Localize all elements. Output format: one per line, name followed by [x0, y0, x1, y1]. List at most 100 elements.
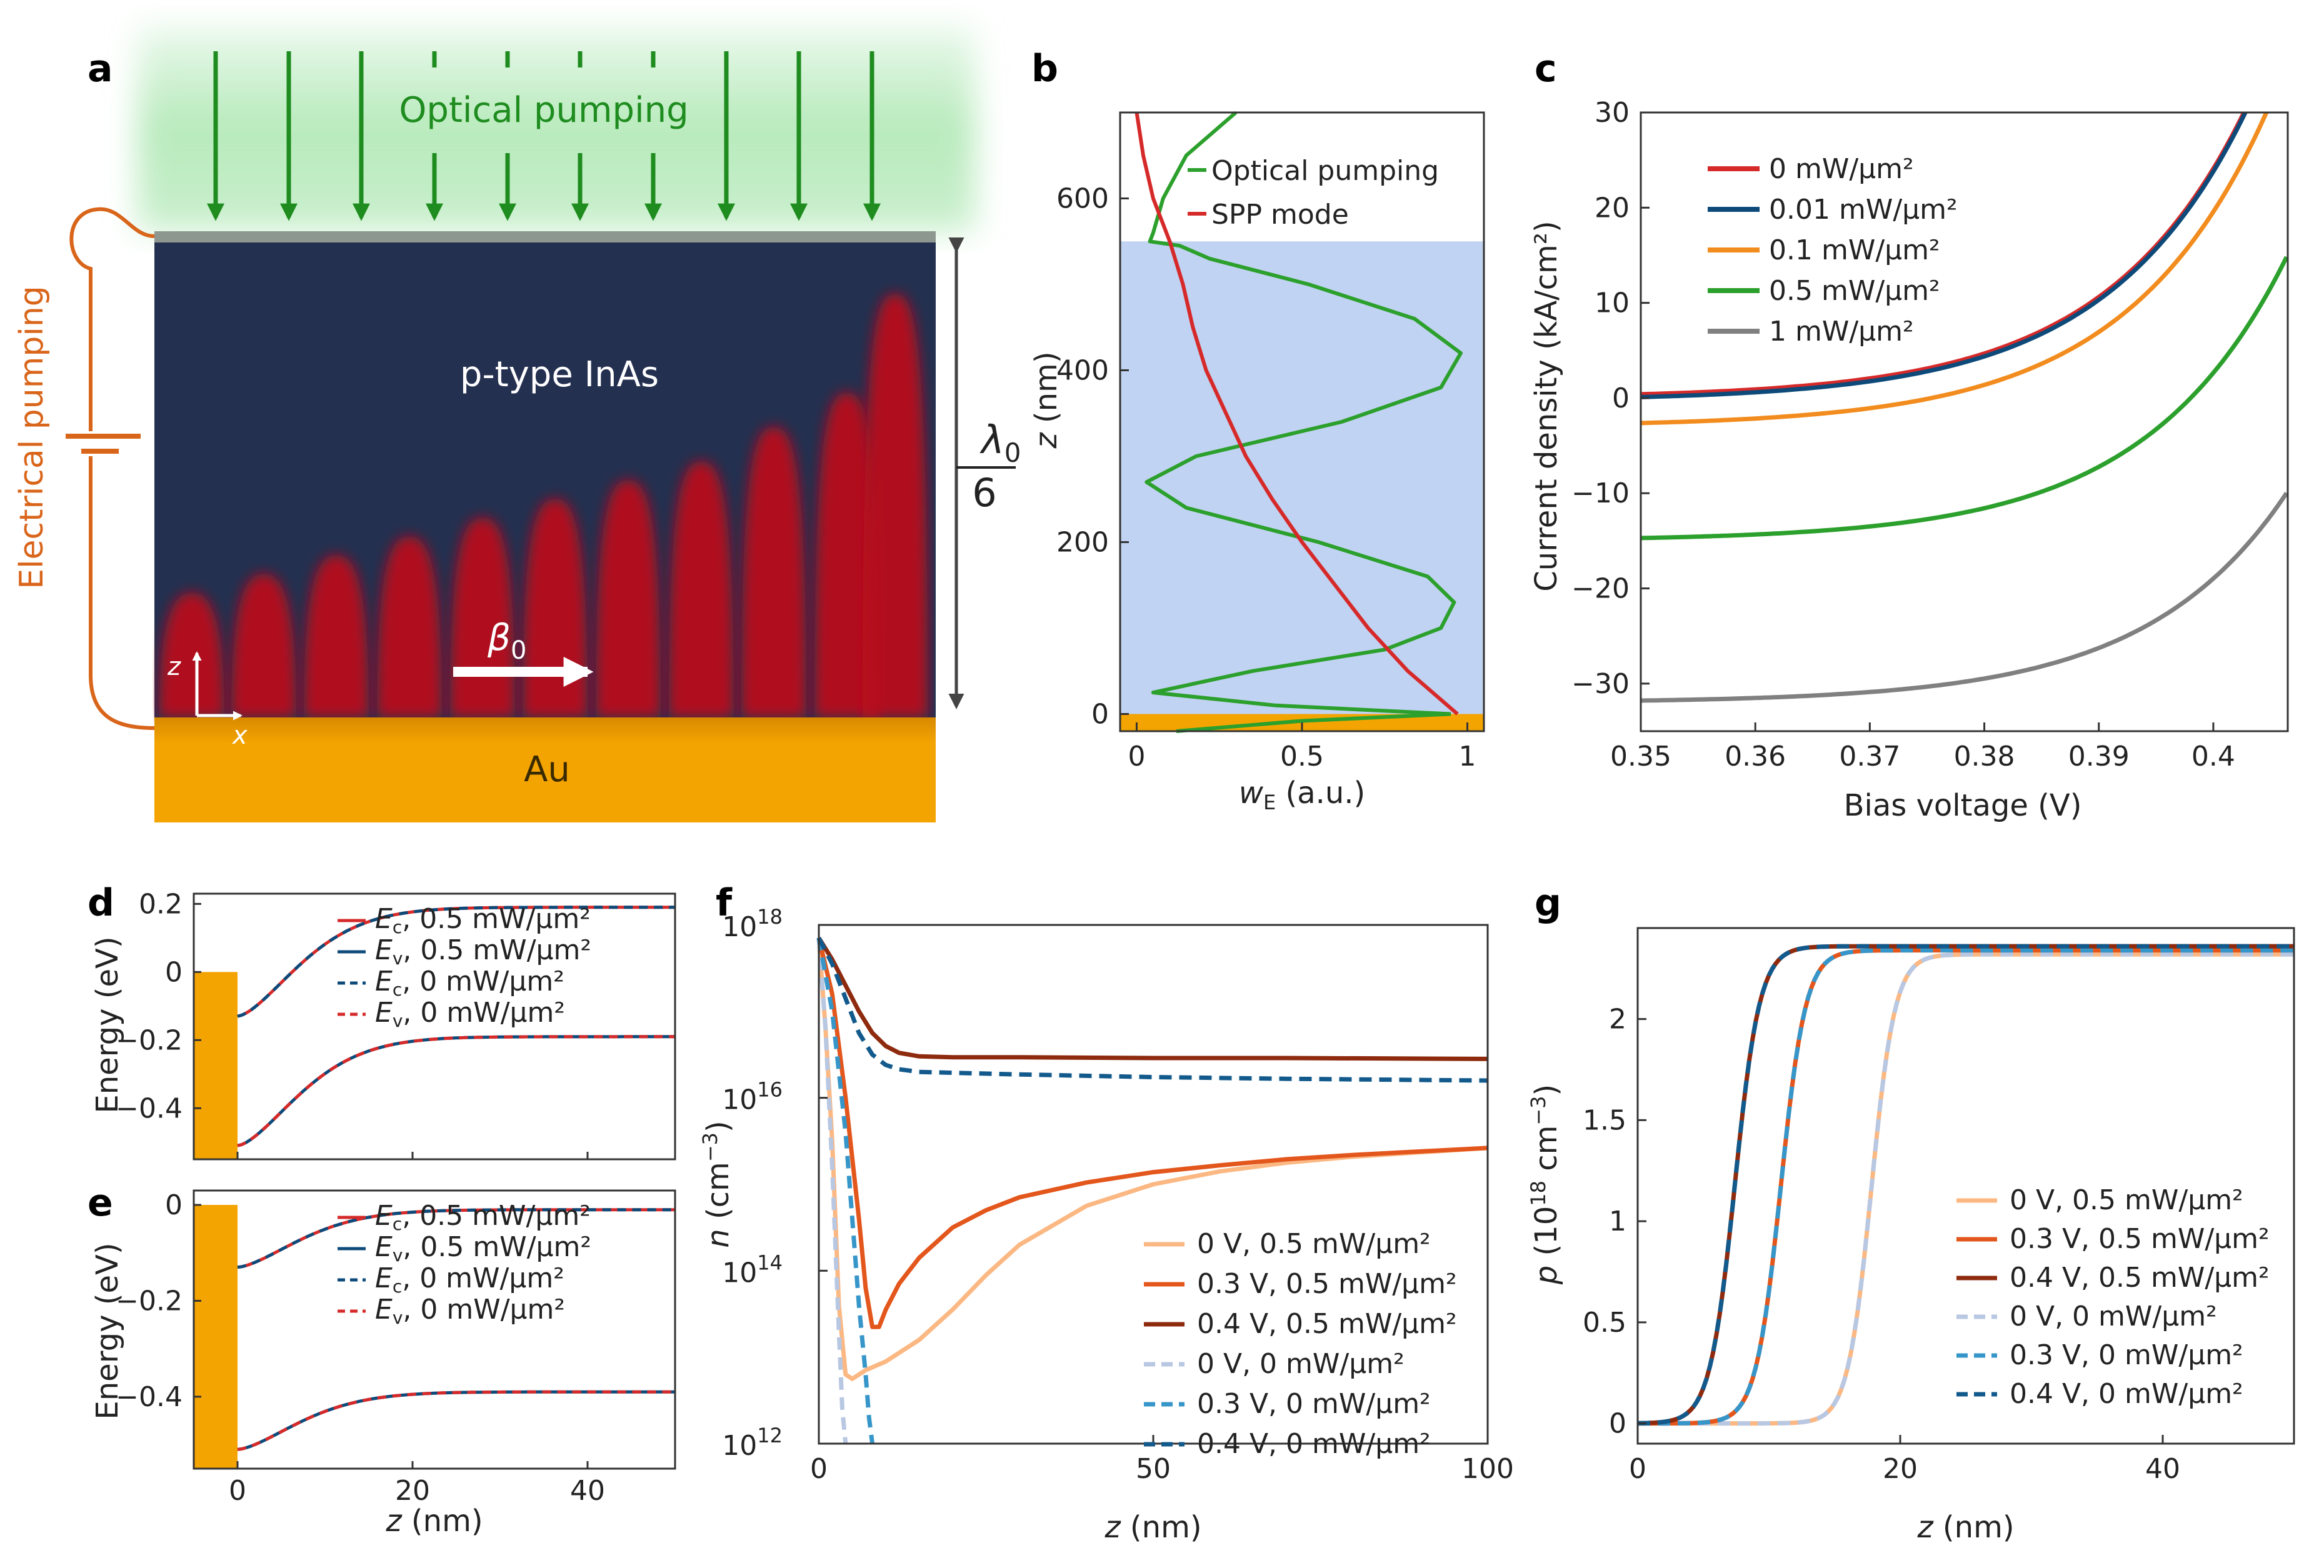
y-tick-label: −30 [1571, 668, 1630, 700]
y-tick-label: 1 [1609, 1206, 1626, 1237]
x-tick-label: 0 [229, 1475, 246, 1507]
panel-f-content [816, 936, 1488, 1444]
panel-c-frame [1640, 111, 2289, 732]
legend-item: 0 V, 0 mW/μm² [1197, 1348, 1405, 1380]
panel-letter-f: f [716, 881, 733, 925]
au-region-shade [194, 972, 238, 1159]
y-tick-label: 0 [165, 1189, 183, 1221]
panel-b-content [1120, 111, 1484, 733]
inas-label: p-type InAs [460, 354, 659, 395]
legend-item: Ec, 0.5 mW/μm² [375, 903, 591, 937]
panel-f-chart: f 0 50 100 1012 1014 1016 1018 n (cm−3) z (nm)… [698, 881, 1514, 1545]
panel-letter-e: e [88, 1181, 113, 1225]
x-tick-label: 0.39 [2068, 741, 2130, 772]
spp-lobe [377, 536, 442, 717]
au-label: Au [524, 749, 570, 790]
inas-region-shade [1120, 241, 1484, 714]
panel-d-frame [193, 892, 676, 1161]
x-tick-label: 20 [395, 1475, 430, 1507]
panel-c-ticks: 0.35 0.36 0.37 0.38 0.39 0.4 −30 −20 −10 0 10 20 30 [1571, 97, 2235, 772]
series-1 [816, 937, 1488, 1329]
panel-letter-g: g [1535, 881, 1561, 925]
au-layer [154, 717, 936, 822]
legend-item-0: 0 mW/μm² [1769, 153, 1914, 185]
panel-c-ylabel: Current density (kA/cm²) [1529, 221, 1564, 591]
Ev-0 [237, 1390, 675, 1451]
panel-c-xlabel: Bias voltage (V) [1844, 788, 2082, 823]
y-tick-label: 1.5 [1583, 1104, 1626, 1136]
y-tick-label: 400 [1056, 355, 1109, 387]
y-tick-label: 0 [165, 956, 183, 988]
legend-item-05: 0.5 mW/μm² [1769, 275, 1940, 307]
legend-optical-pumping: Optical pumping [1211, 155, 1439, 187]
legend-spp-mode: SPP mode [1211, 199, 1349, 231]
legend-item: 0 V, 0.5 mW/μm² [1197, 1228, 1431, 1260]
panel-b-legend: Optical pumping SPP mode [1188, 155, 1439, 231]
y-tick-label: 0.5 [1583, 1307, 1626, 1339]
x-tick-label: 0.4 [2191, 741, 2235, 772]
beta-label: β0 [487, 616, 526, 665]
legend-item: 0.3 V, 0 mW/μm² [2010, 1339, 2243, 1371]
y-tick-label: 0 [1609, 1408, 1626, 1440]
panel-c-chart: c 0.35 0.36 0.37 0.38 0.39 0.4 −30 −20 −10 0 10 20 3… [1529, 47, 2289, 823]
panel-letter-d: d [88, 881, 114, 925]
y-tick-label: −0.4 [116, 1092, 183, 1124]
y-tick-label: 1018 [722, 905, 783, 943]
x-tick-label: 0.35 [1610, 741, 1671, 772]
legend-item: Ev, 0 mW/μm² [375, 997, 565, 1031]
legend-item-1: 1 mW/μm² [1769, 316, 1914, 347]
x-tick-label: 0 [1629, 1453, 1646, 1485]
Ev-0.5 [237, 1035, 675, 1147]
series-4 [816, 937, 875, 1444]
legend-item: 0.3 V, 0 mW/μm² [1197, 1388, 1431, 1420]
panel-c-series [1641, 112, 2288, 703]
x-tick-label: 1 [1459, 741, 1476, 772]
panel-e-frame [193, 1189, 676, 1470]
legend-item: Ev, 0.5 mW/μm² [375, 1231, 591, 1266]
x-tick-label: 40 [570, 1475, 605, 1507]
spp-lobe [304, 555, 369, 717]
x-tick-label: 20 [1883, 1453, 1918, 1485]
y-tick-label: −20 [1571, 573, 1630, 605]
series-1 [1641, 112, 2248, 399]
panel-g-xlabel: z (nm) [1916, 1510, 2014, 1545]
x-tick-label: 0.5 [1280, 741, 1324, 772]
y-tick-label: 30 [1595, 97, 1630, 129]
series-3 [1641, 256, 2288, 541]
y-tick-label: −10 [1571, 477, 1630, 509]
Ev-0 [237, 1035, 675, 1147]
Ev-0.5 [237, 1390, 675, 1451]
panel-g-frame [1636, 927, 2295, 1445]
spp-lobe [741, 427, 806, 717]
panel-c-legend: 0 mW/μm² 0.01 mW/μm² 0.1 mW/μm² 0.5 mW/μ… [1708, 153, 1958, 347]
panel-letter-c: c [1535, 47, 1557, 91]
y-tick-label: 1012 [722, 1424, 783, 1462]
series-3 [816, 937, 848, 1444]
y-tick-label: 1014 [722, 1251, 783, 1289]
lambda-denominator: 6 [972, 470, 996, 516]
pump-arrow-icon [207, 51, 881, 221]
legend-item: 0.4 V, 0 mW/μm² [2010, 1378, 2243, 1410]
panel-f-xlabel: z (nm) [1104, 1510, 1201, 1545]
panel-d-content [194, 906, 675, 1159]
series-optical-tail [1176, 712, 1451, 733]
panel-b-ylabel: z (nm) [1029, 351, 1064, 449]
series-4 [1641, 491, 2288, 703]
top-contact [154, 231, 936, 242]
legend-item: 0.3 V, 0.5 mW/μm² [1197, 1268, 1457, 1300]
x-tick-label: 50 [1136, 1453, 1171, 1485]
y-tick-label: 0 [1091, 699, 1109, 731]
series-0 [1641, 112, 2246, 397]
legend-item: Ev, 0 mW/μm² [375, 1294, 565, 1328]
battery-icon [66, 431, 141, 456]
series-dashed-1 [1638, 948, 2294, 1426]
legend-item: 0 V, 0 mW/μm² [2010, 1301, 2217, 1332]
series-spp-mode [1134, 112, 1459, 716]
axis-z-label: z [167, 652, 181, 681]
series-dashed-0 [1638, 952, 2294, 1426]
panel-d-ylabel: Energy (eV) [90, 936, 125, 1113]
legend-item: Ec, 0 mW/μm² [375, 966, 564, 1000]
panel-e-chart: e 0 20 40 0 −0.2 −0.4 Energy (eV) z (nm) Ec, … [88, 1181, 676, 1539]
legend-item-001: 0.01 mW/μm² [1769, 194, 1958, 226]
